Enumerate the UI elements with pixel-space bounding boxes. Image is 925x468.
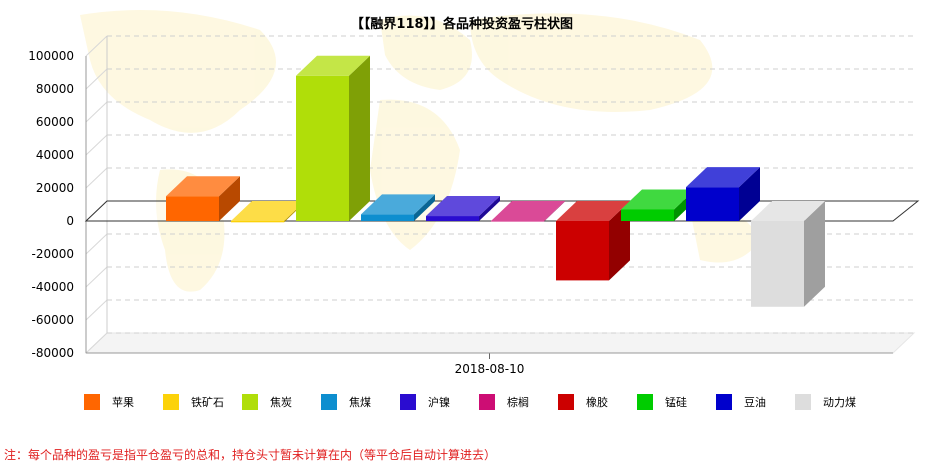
legend-label-沪镍[interactable]: 沪镍 (428, 395, 450, 409)
world-map-background (80, 10, 760, 292)
legend-swatch-沪镍[interactable] (400, 394, 416, 410)
x-category-label: 2018-08-10 (455, 362, 525, 376)
legend-label-棕榈[interactable]: 棕榈 (507, 395, 529, 409)
legend-swatch-苹果[interactable] (84, 394, 100, 410)
bar-top (296, 55, 370, 76)
bar-front (621, 209, 674, 221)
bar-橡胶[interactable] (556, 201, 630, 281)
bar-top (491, 201, 565, 221)
bar-front (751, 221, 804, 307)
bar-豆油[interactable] (686, 167, 760, 221)
bar-side (739, 167, 760, 221)
footnote: 注：每个品种的盈亏是指平仓盈亏的总和，持仓头寸暂未计算在内（等平仓后自动计算进去… (4, 448, 497, 462)
bar-top (426, 196, 500, 217)
y-tick-label: -40000 (31, 280, 74, 294)
legend-swatch-锰硅[interactable] (637, 394, 653, 410)
grid-depth-line (85, 233, 108, 255)
legend-swatch-焦煤[interactable] (321, 394, 337, 410)
y-tick-label: -80000 (31, 346, 74, 360)
legend-label-豆油[interactable]: 豆油 (744, 395, 766, 409)
legend-swatch-橡胶[interactable] (558, 394, 574, 410)
y-tick-label: 20000 (36, 181, 74, 195)
bar-side (219, 176, 240, 221)
bar-front (686, 187, 739, 221)
bar-top (621, 189, 695, 210)
grid-depth-line (85, 35, 108, 57)
bar-焦煤[interactable] (361, 194, 435, 221)
bar-side (414, 194, 435, 221)
bar-top (361, 194, 435, 215)
bar-焦炭[interactable] (296, 55, 370, 221)
bar-side (479, 196, 500, 221)
grid-depth-line (85, 101, 108, 123)
bar-side (544, 201, 565, 222)
bar-front (231, 221, 284, 223)
bar-沪镍[interactable] (426, 196, 500, 221)
legend-swatch-豆油[interactable] (716, 394, 732, 410)
bar-top (166, 176, 240, 197)
bar-side (349, 55, 370, 221)
legend-label-动力煤[interactable]: 动力煤 (823, 396, 856, 409)
y-tick-label: -60000 (31, 313, 74, 327)
grid-depth-line (85, 266, 108, 288)
bar-棕榈[interactable] (491, 201, 565, 222)
legend-label-焦煤[interactable]: 焦煤 (349, 396, 371, 409)
bar-front (296, 75, 349, 221)
bar-side (804, 201, 825, 307)
legend-swatch-动力煤[interactable] (795, 394, 811, 410)
bar-top (556, 201, 630, 221)
y-tick-label: 100000 (28, 49, 74, 63)
legend-label-锰硅[interactable]: 锰硅 (665, 395, 687, 409)
y-tick-label: 40000 (36, 148, 74, 162)
y-tick-label: -20000 (31, 247, 74, 261)
grid-depth-line (85, 68, 108, 90)
bar-动力煤[interactable] (751, 201, 825, 307)
bar-front (166, 196, 219, 221)
legend-label-苹果[interactable]: 苹果 (112, 395, 134, 409)
bar-front (556, 221, 609, 281)
y-tick-label: 0 (66, 214, 74, 228)
grid-depth-line (85, 134, 108, 156)
bar-top (686, 167, 760, 188)
chart-floor (84, 332, 916, 354)
legend-label-铁矿石[interactable]: 铁矿石 (191, 396, 224, 409)
bar-front (491, 221, 544, 222)
bar-top (751, 201, 825, 221)
bar-front (361, 214, 414, 221)
legend-swatch-铁矿石[interactable] (163, 394, 179, 410)
grid-depth-line (85, 299, 108, 321)
bar-front (426, 216, 479, 221)
legend-label-橡胶[interactable]: 橡胶 (586, 395, 608, 409)
legend-label-焦炭[interactable]: 焦炭 (270, 396, 292, 409)
legend-swatch-焦炭[interactable] (242, 394, 258, 410)
y-tick-label: 80000 (36, 82, 74, 96)
legend-swatch-棕榈[interactable] (479, 394, 495, 410)
chart-title: 【【融界118】】各品种投资盈亏柱状图 (351, 16, 573, 32)
grid-depth-line (85, 167, 108, 189)
bar-top (231, 201, 305, 221)
bar-苹果[interactable] (166, 176, 240, 221)
grid-depth-line (85, 332, 108, 354)
y-tick-label: 60000 (36, 115, 74, 129)
